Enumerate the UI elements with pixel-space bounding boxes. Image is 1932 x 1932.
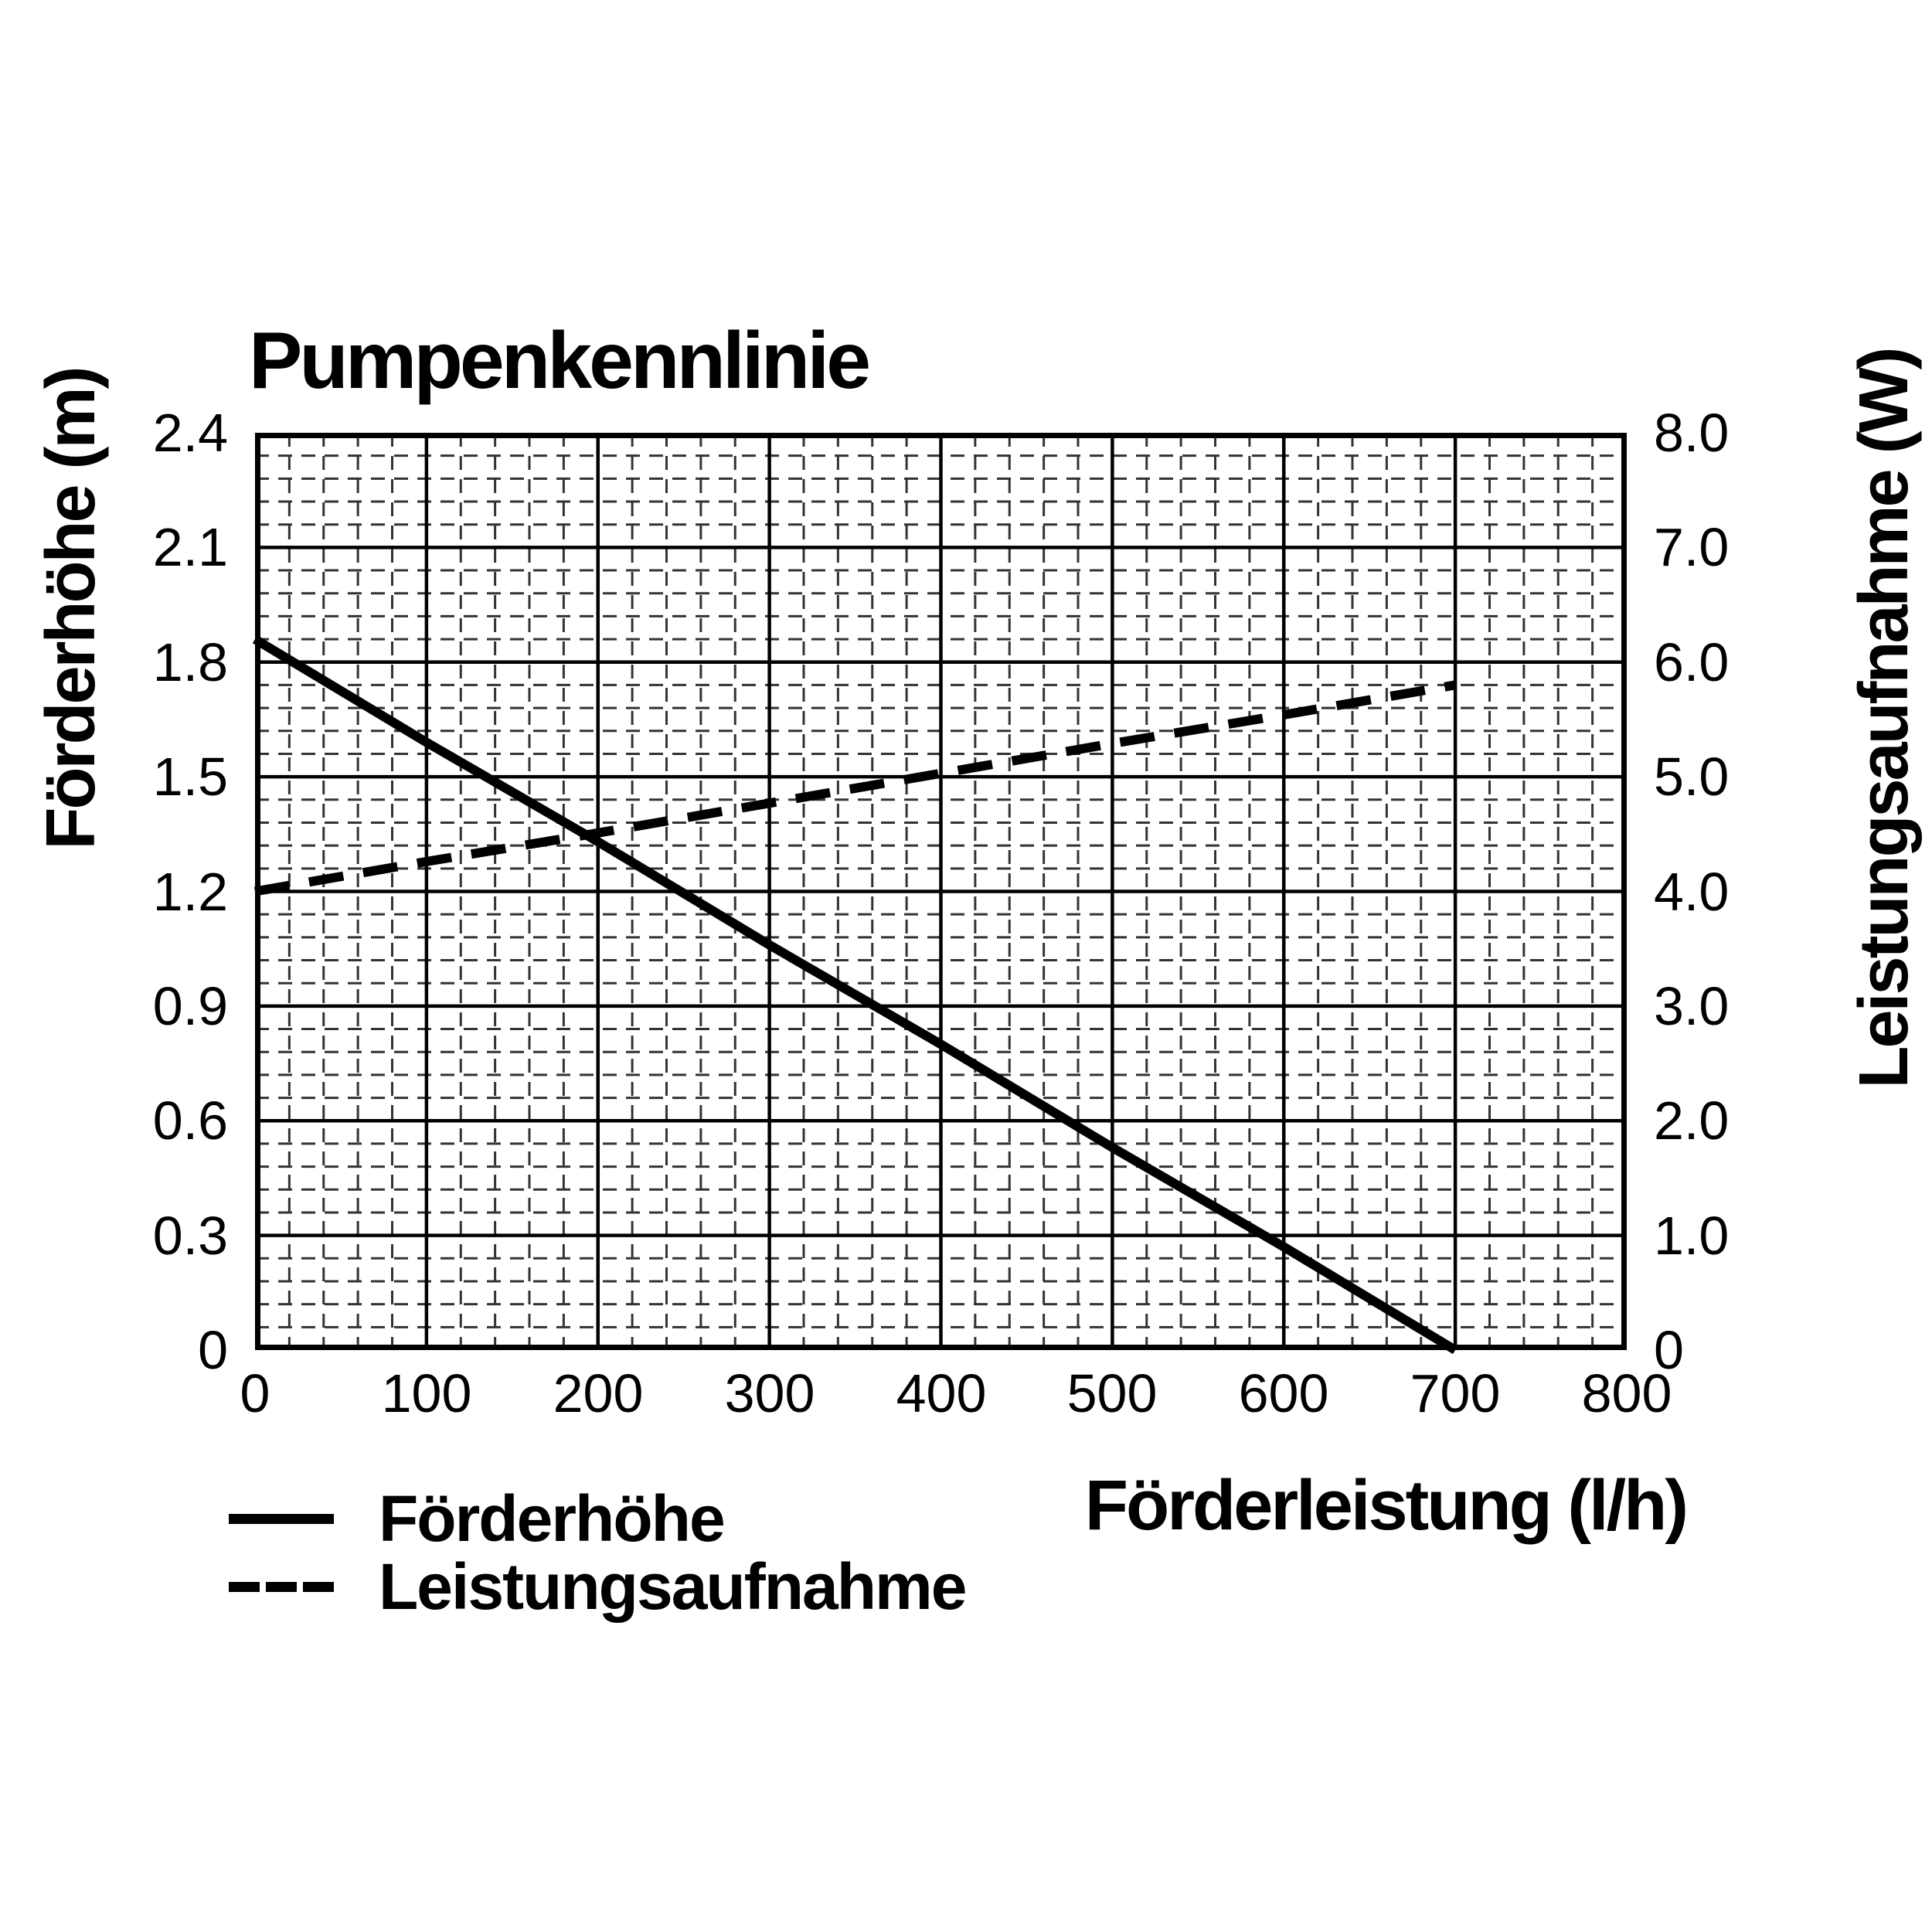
x-tick-label: 400 — [896, 1363, 987, 1423]
chart-svg — [252, 433, 1627, 1355]
legend-item-foerderhoehe: Förderhöhe — [229, 1482, 965, 1555]
x-tick-label: 600 — [1238, 1363, 1329, 1423]
legend-label: Leistungsaufnahme — [379, 1549, 967, 1623]
x-tick-label: 300 — [724, 1363, 815, 1423]
plot-area — [252, 433, 1627, 1355]
y-left-tick-label: 0.9 — [152, 976, 228, 1036]
x-tick-label: 0 — [240, 1363, 270, 1423]
y-right-tick-label: 0 — [1654, 1320, 1684, 1380]
y-left-tick-label: 2.4 — [152, 403, 228, 463]
y-right-tick-label: 2.0 — [1654, 1090, 1730, 1151]
y-left-tick-label: 1.5 — [152, 747, 228, 807]
x-tick-label: 800 — [1581, 1363, 1672, 1423]
y-left-tick-label: 0 — [198, 1320, 228, 1380]
y-right-tick-label: 3.0 — [1654, 976, 1730, 1036]
y-left-tick-label: 0.6 — [152, 1090, 228, 1151]
y-left-tick-label: 0.3 — [152, 1206, 228, 1266]
legend-item-leistungsaufnahme: Leistungsaufnahme — [229, 1550, 967, 1623]
x-tick-label: 100 — [381, 1363, 472, 1423]
x-tick-label: 700 — [1410, 1363, 1501, 1423]
y-right-tick-label: 4.0 — [1654, 862, 1730, 922]
series-line-solid — [252, 634, 1458, 1355]
y-left-tick-label: 2.1 — [152, 517, 228, 577]
x-tick-label: 200 — [553, 1363, 644, 1423]
x-axis-title: Förderleistung (l/h) — [1084, 1466, 1689, 1545]
solid-line-swatch-icon — [229, 1513, 334, 1524]
y-right-tick-label: 6.0 — [1654, 632, 1730, 692]
y-axis-right-title: Leistungsaufnahme (W) — [1845, 349, 1923, 1089]
chart-title: Pumpenkennlinie — [249, 316, 871, 406]
y-right-tick-label: 5.0 — [1654, 747, 1730, 807]
x-tick-label: 500 — [1066, 1363, 1158, 1423]
y-right-tick-label: 1.0 — [1654, 1206, 1730, 1266]
legend-label: Förderhöhe — [379, 1481, 726, 1555]
y-right-tick-label: 8.0 — [1654, 403, 1730, 463]
y-left-tick-label: 1.8 — [152, 632, 228, 692]
dashed-line-swatch-icon — [229, 1581, 334, 1592]
legend: Förderhöhe Leistungsaufnahme — [229, 1482, 967, 1623]
series-line-dashed — [253, 680, 1457, 896]
y-left-tick-label: 1.2 — [152, 862, 228, 922]
y-right-tick-label: 7.0 — [1654, 517, 1730, 577]
